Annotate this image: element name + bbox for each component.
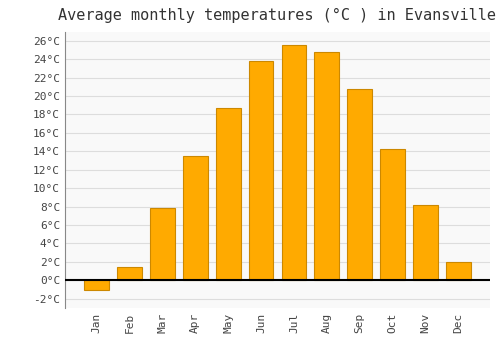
Bar (117, 267, 142, 280)
Bar (348, 89, 372, 280)
Title: Average monthly temperatures (°C ) in Evansville: Average monthly temperatures (°C ) in Ev… (58, 8, 496, 23)
Bar (248, 61, 274, 280)
Bar (216, 108, 240, 280)
Bar (314, 52, 339, 280)
Bar (380, 149, 405, 280)
Bar (150, 209, 174, 280)
Bar (84, 280, 109, 289)
Bar (282, 45, 306, 280)
Bar (413, 205, 438, 280)
Bar (183, 156, 208, 280)
Bar (446, 262, 470, 280)
